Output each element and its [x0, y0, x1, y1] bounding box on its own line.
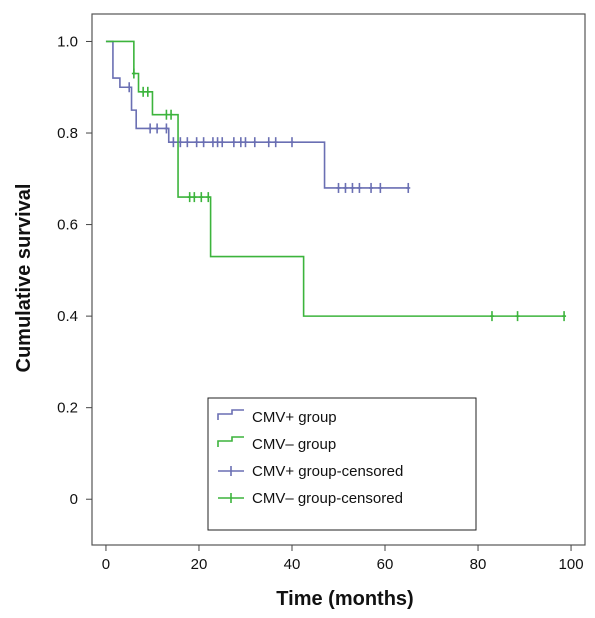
censor-mark-cmv-positive — [238, 137, 243, 148]
legend-label: CMV– group — [252, 436, 336, 453]
censor-mark-cmv-positive — [369, 182, 374, 193]
y-tick-label: 0.6 — [57, 217, 78, 234]
x-tick-label: 0 — [102, 556, 110, 573]
censor-mark-cmv-negative — [199, 192, 204, 203]
censor-mark-cmv-positive — [357, 182, 362, 193]
censor-mark-cmv-positive — [164, 123, 169, 134]
censor-mark-cmv-positive — [178, 137, 183, 148]
legend-item: CMV– group-censored — [218, 490, 403, 507]
censor-mark-cmv-positive — [201, 137, 206, 148]
legend-item: CMV+ group-censored — [218, 463, 403, 480]
legend-item: CMV+ group — [217, 409, 337, 426]
censor-mark-cmv-positive — [378, 182, 383, 193]
y-tick-label: 1.0 — [57, 33, 78, 50]
censor-mark-cmv-negative — [164, 109, 169, 120]
censor-mark-cmv-negative — [192, 192, 197, 203]
series-layer — [105, 40, 565, 317]
legend-label: CMV+ group-censored — [252, 463, 403, 480]
censor-mark-cmv-positive — [266, 137, 271, 148]
censor-mark-cmv-positive — [215, 137, 220, 148]
censor-mark-cmv-negative — [562, 311, 567, 322]
y-tick-label: 0.4 — [57, 308, 78, 325]
legend-label: CMV+ group — [252, 409, 337, 426]
x-tick-label: 20 — [191, 556, 208, 573]
censor-mark-cmv-positive — [127, 82, 132, 93]
censor-mark-cmv-positive — [243, 137, 248, 148]
legend: CMV+ group CMV– group CMV+ group-censored C… — [207, 397, 477, 531]
censor-mark-cmv-negative — [145, 86, 150, 97]
censor-mark-cmv-positive — [194, 137, 199, 148]
censor-mark-cmv-negative — [169, 109, 174, 120]
legend-step-icon — [217, 409, 244, 420]
y-tick-label: 0 — [70, 491, 78, 508]
y-axis: 0 0.2 0.4 0.6 0.8 1.0 — [57, 33, 92, 508]
censor-mark-cmv-positive — [273, 137, 278, 148]
y-tick-label: 0.8 — [57, 125, 78, 142]
censor-mark-cmv-negative — [141, 86, 146, 97]
censor-mark-cmv-positive — [350, 182, 355, 193]
x-axis: 0 20 40 60 80 100 — [102, 545, 584, 573]
legend-box — [207, 397, 477, 531]
legend-item: CMV– group — [217, 436, 336, 453]
plot-frame — [91, 13, 586, 546]
x-tick-label: 40 — [284, 556, 301, 573]
series-line-cmv-positive — [105, 40, 409, 189]
censor-mark-cmv-negative — [206, 192, 211, 203]
x-tick-label: 80 — [470, 556, 487, 573]
censor-mark-cmv-positive — [231, 137, 236, 148]
censor-mark-cmv-positive — [155, 123, 160, 134]
censor-mark-cmv-negative — [515, 311, 520, 322]
series-line-cmv-negative — [105, 40, 565, 317]
censor-mark-cmv-positive — [210, 137, 215, 148]
legend-label: CMV– group-censored — [252, 490, 403, 507]
y-axis-title: Cumulative survival — [13, 184, 35, 373]
y-tick-label: 0.2 — [57, 400, 78, 417]
censor-mark-cmv-positive — [220, 137, 225, 148]
censor-mark-cmv-positive — [343, 182, 348, 193]
censor-marks-layer — [127, 68, 567, 322]
x-tick-label: 60 — [377, 556, 394, 573]
x-tick-label: 100 — [559, 556, 584, 573]
legend-step-icon — [217, 436, 244, 447]
censor-mark-cmv-negative — [489, 311, 494, 322]
censor-mark-cmv-positive — [406, 182, 411, 193]
censor-mark-cmv-positive — [289, 137, 294, 148]
censor-mark-cmv-positive — [252, 137, 257, 148]
censor-mark-cmv-negative — [131, 68, 136, 79]
censor-mark-cmv-positive — [171, 137, 176, 148]
censor-mark-cmv-positive — [336, 182, 341, 193]
censor-mark-cmv-positive — [185, 137, 190, 148]
censor-mark-cmv-positive — [148, 123, 153, 134]
x-axis-title: Time (months) — [276, 588, 413, 610]
censor-mark-cmv-negative — [187, 192, 192, 203]
